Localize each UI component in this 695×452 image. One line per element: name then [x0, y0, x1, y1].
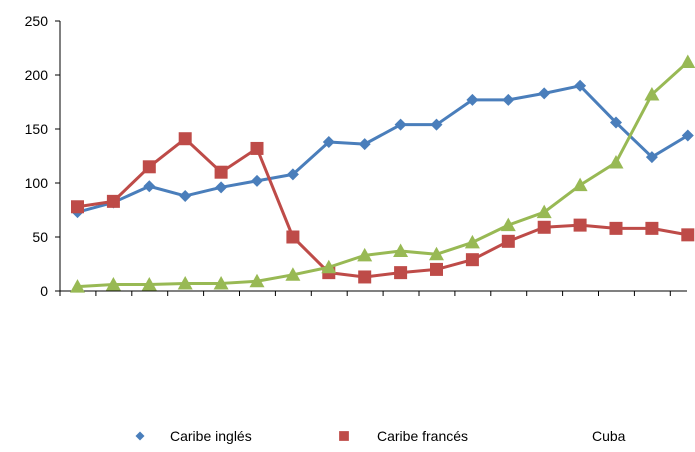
data-point	[143, 180, 156, 193]
y-tick-label: 100	[25, 175, 49, 191]
series-0	[71, 79, 694, 219]
y-tick-label: 150	[25, 121, 49, 137]
data-point	[645, 151, 658, 164]
data-point	[536, 204, 552, 219]
data-point	[466, 93, 479, 106]
data-point	[537, 220, 551, 234]
legend-label: Cuba	[592, 428, 626, 444]
chart-axes: 0 50 100 150 200 250	[25, 13, 687, 299]
y-tick-label: 250	[25, 13, 49, 29]
data-point	[680, 54, 695, 69]
series-2	[70, 54, 695, 293]
data-point	[321, 259, 337, 274]
data-point	[249, 273, 265, 288]
chart-series	[70, 54, 695, 293]
data-point	[572, 177, 588, 192]
data-point	[70, 279, 85, 293]
data-point	[645, 221, 659, 235]
data-point	[286, 230, 300, 244]
y-tick-label: 200	[25, 67, 49, 83]
data-point	[214, 165, 228, 179]
data-point	[538, 87, 551, 100]
data-point	[464, 234, 480, 249]
data-point	[358, 138, 371, 151]
data-point	[179, 189, 192, 202]
legend-marker	[135, 431, 145, 441]
data-point	[285, 267, 301, 281]
y-tick-label: 0	[40, 283, 48, 299]
series-line	[77, 84, 689, 214]
data-point	[644, 86, 660, 101]
data-point	[610, 116, 622, 129]
data-point	[394, 266, 408, 280]
data-point	[429, 246, 444, 261]
data-point	[465, 253, 479, 267]
data-point	[213, 275, 229, 290]
data-point	[574, 79, 587, 92]
y-tick-label: 50	[32, 229, 48, 245]
data-point	[105, 277, 121, 291]
data-point	[608, 154, 624, 169]
data-point	[681, 129, 694, 142]
data-point	[250, 141, 264, 155]
data-point	[501, 234, 515, 248]
data-point	[609, 221, 623, 235]
series-line	[77, 60, 689, 289]
data-point	[251, 174, 263, 187]
data-point	[215, 181, 228, 194]
data-point	[71, 200, 84, 214]
data-point	[500, 217, 516, 232]
data-point	[430, 262, 443, 276]
data-point	[394, 118, 407, 131]
data-point	[358, 270, 372, 284]
data-point	[430, 118, 443, 131]
data-point	[142, 160, 156, 174]
legend-label: Caribe inglés	[170, 428, 252, 444]
data-point	[393, 243, 409, 258]
legend-marker	[339, 431, 349, 441]
chart-legend: Caribe inglés Caribe francés Cuba	[135, 428, 626, 444]
data-point	[178, 132, 192, 146]
data-point	[573, 218, 587, 232]
data-point	[502, 93, 515, 106]
series-line	[77, 137, 689, 279]
data-point	[322, 135, 335, 148]
data-point	[286, 168, 299, 181]
data-point	[141, 277, 157, 291]
series-1	[71, 132, 695, 284]
data-point	[357, 247, 373, 262]
data-point	[177, 275, 193, 290]
data-point	[681, 228, 695, 242]
legend-label: Caribe francés	[377, 428, 468, 444]
data-point	[106, 194, 120, 208]
